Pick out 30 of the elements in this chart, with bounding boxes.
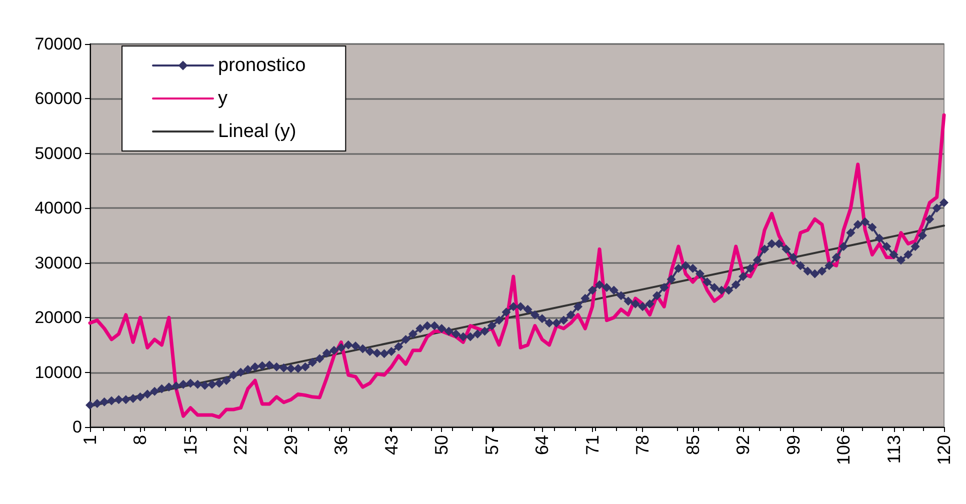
x-tick-label: 113: [884, 435, 904, 464]
x-tick-label: 1: [80, 435, 100, 446]
legend-label: y: [218, 88, 228, 109]
y-tick-label: 40000: [34, 198, 82, 218]
y-tick-label: 60000: [34, 89, 82, 108]
x-tick-label: 8: [130, 435, 150, 446]
x-tick-label: 92: [733, 435, 754, 456]
y-tick-label: 50000: [34, 144, 82, 163]
y-tick-label: 30000: [34, 253, 82, 272]
x-tick-label: 36: [331, 435, 352, 456]
x-tick-label: 71: [582, 435, 602, 456]
y-tick-label: 0: [72, 418, 82, 436]
x-tick-label: 64: [532, 435, 552, 456]
x-tick-label: 78: [632, 435, 653, 456]
line-series: [88, 113, 946, 419]
y-tick-label: 10000: [34, 362, 82, 382]
x-tick-label: 57: [482, 435, 502, 456]
x-tick-label: 85: [682, 435, 703, 456]
legend-label: pronostico: [218, 55, 306, 76]
y-tick-label: 20000: [34, 308, 82, 328]
x-tick-label: 120: [934, 435, 954, 466]
x-tick-label: 15: [180, 435, 200, 456]
x-tick-label: 22: [230, 435, 251, 456]
x-tick-label: 43: [381, 435, 402, 456]
x-tick-label: 106: [834, 435, 854, 466]
x-tick-label: 29: [280, 435, 301, 456]
x-tick-label: 99: [783, 435, 804, 456]
y-tick-label: 70000: [34, 34, 82, 54]
x-tick-label: 50: [432, 435, 452, 456]
legend-label: Lineal (y): [218, 121, 296, 142]
